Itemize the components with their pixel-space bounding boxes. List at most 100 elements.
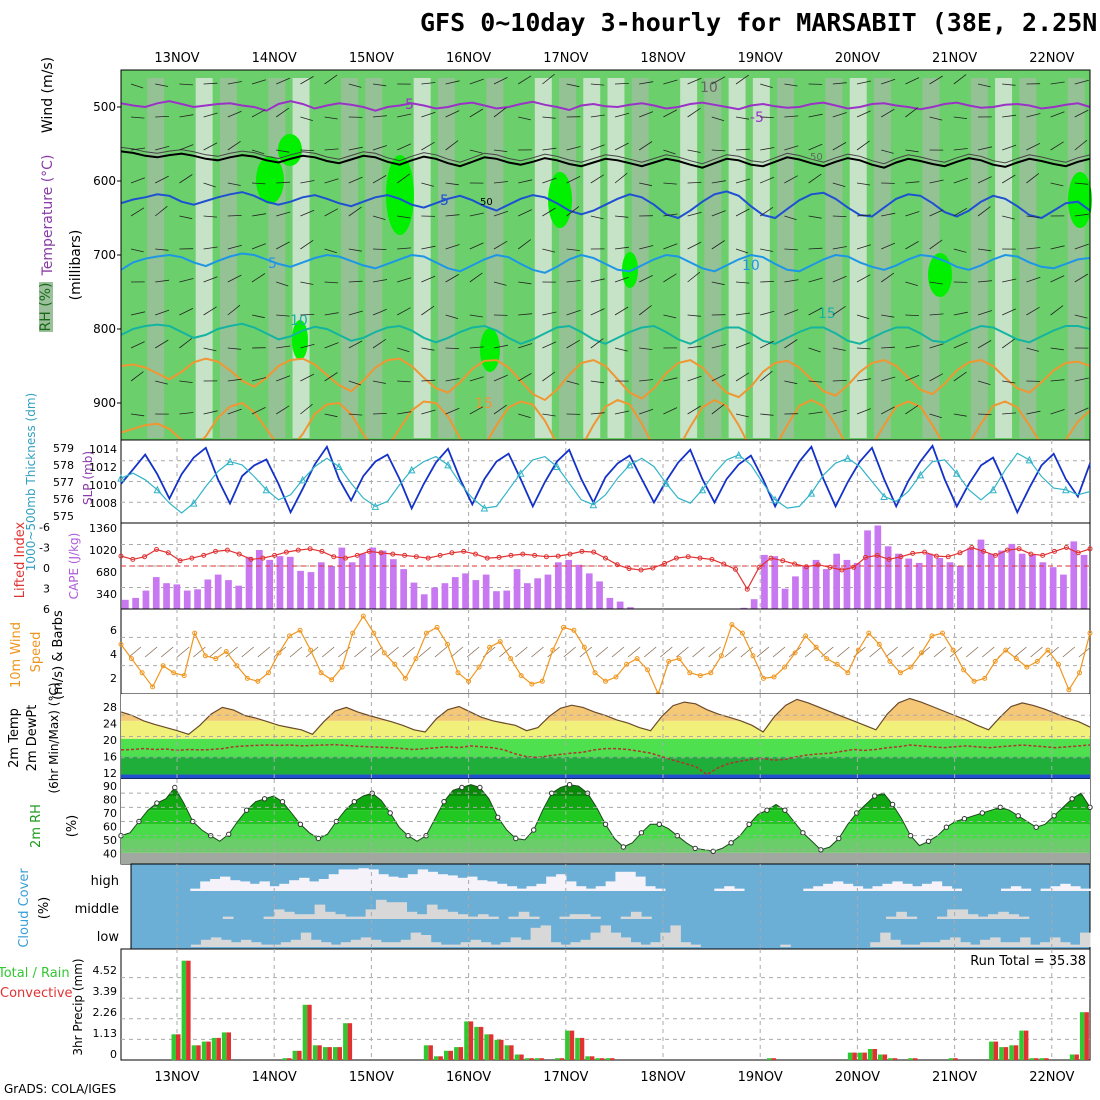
wind-barb	[832, 275, 847, 283]
cloud-bar-low	[640, 944, 651, 947]
cloud-bar-low	[680, 942, 691, 947]
lifted-index-point	[130, 556, 136, 562]
precip-tick: 0	[110, 1048, 117, 1061]
cape-bar	[328, 566, 335, 609]
precip-total-bar	[504, 1045, 510, 1060]
cloud-bar-low	[310, 939, 322, 947]
rh2m-point	[943, 824, 950, 830]
cloud-bar-middle	[528, 916, 540, 919]
dewpt-line	[120, 743, 1091, 776]
rh2m-point	[1069, 796, 1075, 802]
cloud-bar-low	[530, 927, 542, 947]
rh2m-point	[279, 799, 286, 805]
wind10m-barb	[434, 646, 448, 658]
cloud-bar-high	[457, 877, 468, 891]
ylabel-millibars: (millibars)	[68, 230, 84, 301]
date-label-bottom: 18NOV	[640, 1070, 685, 1085]
wind-barb	[614, 215, 629, 218]
cape-tick: 340	[96, 588, 117, 601]
ylabel-wind10m-a: 10m Wind	[9, 622, 24, 688]
date-label-top: 18NOV	[640, 51, 685, 66]
temp2m-line	[120, 697, 1091, 736]
rh2m-point	[1033, 824, 1039, 830]
wind-barb	[348, 380, 362, 386]
wind-barb	[711, 149, 726, 152]
thickness-marker	[734, 450, 743, 459]
lifted-index-point	[532, 552, 538, 558]
cloud-bar-low	[920, 942, 931, 947]
precip-conv-bar	[499, 1039, 504, 1060]
wind-panel-frame	[120, 608, 1091, 695]
wind-barb	[590, 308, 605, 316]
wind-barb	[542, 177, 557, 184]
wind-barb	[832, 305, 846, 316]
wind10m-point	[634, 656, 640, 662]
ylabel-rh2m-b: (%)	[65, 815, 80, 838]
ylabel-rh2m-a: 2m RH	[29, 804, 44, 848]
wind-barb	[155, 309, 170, 316]
wind-barb	[953, 413, 967, 417]
lifted-index-point	[969, 545, 975, 550]
wind-barb	[566, 248, 580, 251]
rh-band	[413, 78, 431, 438]
wind-barb	[687, 211, 702, 217]
cloud-bar-high	[407, 874, 419, 891]
cloud-bar-low	[520, 939, 532, 947]
cloud-bar-low	[1030, 944, 1041, 947]
wind10m-barb	[289, 646, 303, 658]
wind10m-point	[750, 653, 756, 659]
date-label-bottom: 22NOV	[1029, 1070, 1074, 1085]
wind10m-barb	[402, 646, 415, 658]
wind10m-point	[845, 670, 851, 676]
cloud-bar-low	[1070, 944, 1081, 947]
wind-barb	[639, 408, 654, 415]
cape-bar	[977, 539, 985, 609]
wind-barb	[784, 215, 797, 221]
lifted-index-point	[803, 564, 809, 570]
wind10m-point	[1013, 656, 1019, 662]
rh-band	[559, 78, 577, 438]
cloud-bar-low	[370, 939, 382, 947]
cloud-bar-low	[190, 944, 202, 947]
wind10m-point	[876, 641, 882, 647]
lifted-index-point	[1052, 548, 1057, 554]
precip-conv-bar	[1003, 1047, 1009, 1060]
wind-barb	[276, 281, 289, 287]
lifted-index-point	[272, 552, 278, 558]
isotherm-0	[120, 150, 1091, 169]
cloud-bar-high	[823, 883, 834, 891]
wind10m-barb	[885, 646, 898, 658]
precip-conv-bar	[519, 1054, 524, 1060]
wind-barb	[348, 83, 362, 88]
wind-barb	[929, 343, 944, 349]
contour-label: 5	[268, 256, 277, 272]
cloud-bar-low	[930, 942, 941, 947]
wind-barb	[445, 80, 460, 85]
wind10m-point	[855, 647, 861, 653]
cloud-bar-low	[1020, 937, 1031, 947]
wind10m-barb	[386, 646, 399, 658]
wind-barb	[1074, 79, 1089, 85]
wind10m-point	[813, 644, 819, 650]
precip-total-bar	[494, 1039, 499, 1060]
wind10m-barb	[933, 646, 947, 658]
cloud-bar-high	[951, 888, 962, 891]
wind-barb	[421, 347, 435, 351]
cape-bar	[905, 558, 913, 609]
run-total-label: Run Total = 35.38	[970, 954, 1086, 969]
wind-barb	[735, 116, 750, 120]
wind-barb	[832, 380, 847, 382]
wind10m-point	[181, 673, 187, 679]
precip-conv-bar	[771, 1058, 776, 1060]
wind-barb	[154, 205, 168, 217]
rh-band	[607, 78, 625, 438]
wind-barb	[493, 107, 507, 118]
wind10m-point	[308, 647, 314, 653]
precip-conv-bar	[196, 1045, 201, 1060]
wind-barb	[905, 181, 920, 184]
wind-barb	[760, 176, 775, 184]
precip-total-bar	[1079, 1012, 1085, 1060]
cloud-bar-high	[338, 869, 349, 891]
wind10m-point	[487, 644, 493, 650]
